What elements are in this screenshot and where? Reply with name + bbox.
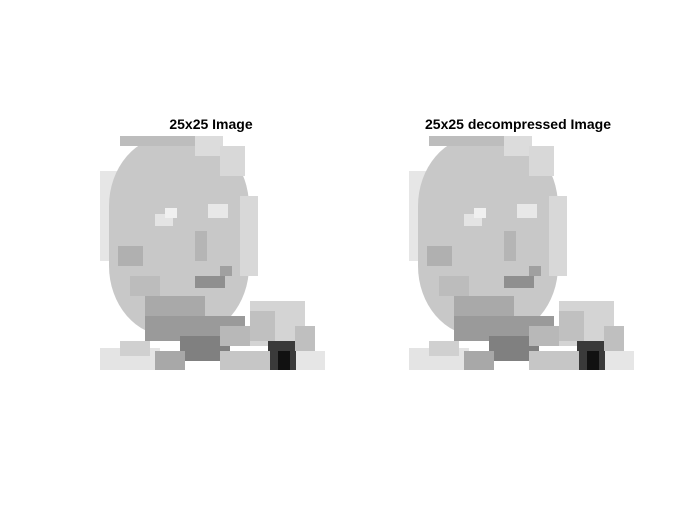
panel-title-decompressed: 25x25 decompressed Image [425, 116, 611, 132]
panel-title-original: 25x25 Image [169, 116, 253, 132]
decompressed-image [409, 136, 634, 370]
pixel-face-original [100, 136, 325, 370]
original-image [100, 136, 325, 370]
pixel-face-decompressed [409, 136, 634, 370]
